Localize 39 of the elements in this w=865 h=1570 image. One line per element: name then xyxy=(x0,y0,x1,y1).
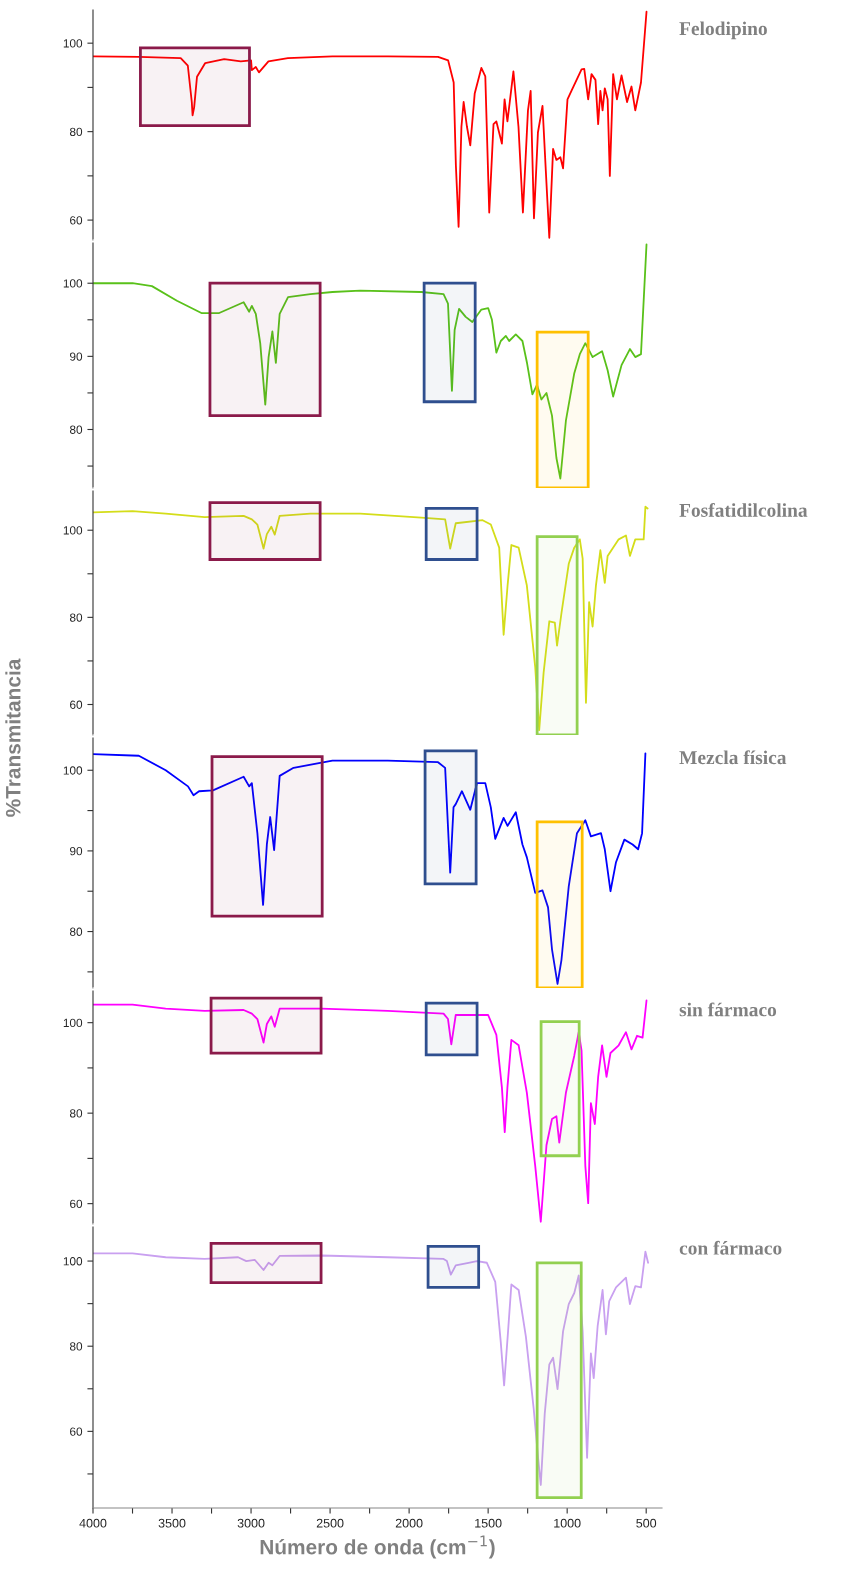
x-tick-label: 2500 xyxy=(316,1518,344,1528)
y-tick-label: 100 xyxy=(63,1018,83,1028)
y-tick-label: 60 xyxy=(70,1427,83,1436)
y-tick-label: 90 xyxy=(70,352,83,361)
y-tick-label: 80 xyxy=(69,127,83,137)
y-tick-label: 100 xyxy=(63,766,83,775)
series-label: con fármaco xyxy=(679,1240,782,1255)
line-series xyxy=(93,10,648,239)
x-tick-label: 1000 xyxy=(554,1518,581,1528)
x-tick-label: 1500 xyxy=(475,1518,502,1528)
y-tick-label: 80 xyxy=(69,613,83,622)
line-series xyxy=(93,505,649,732)
line-series xyxy=(93,999,648,1223)
series-label: Fosfatidilcolina xyxy=(679,503,808,517)
series-label: Mezcla física xyxy=(679,750,787,765)
x-axis-title: Número de onda (cm$^{−1}$) xyxy=(260,1535,495,1559)
y-tick-label: 80 xyxy=(69,1109,83,1118)
x-tick-label: 3000 xyxy=(237,1518,265,1528)
y-tick-label: 100 xyxy=(63,39,83,48)
y-tick-label: 100 xyxy=(63,1257,83,1266)
y-tick-label: 80 xyxy=(69,927,83,936)
line-series xyxy=(93,752,647,985)
y-tick-label: 60 xyxy=(70,700,83,709)
x-tick-label: 2000 xyxy=(395,1518,423,1528)
y-tick-label: 80 xyxy=(69,1342,83,1351)
x-tick-label: 500 xyxy=(636,1518,657,1528)
x-tick-label: 3500 xyxy=(158,1518,186,1528)
line-series xyxy=(93,1250,649,1486)
y-tick-label: 60 xyxy=(70,216,83,225)
series-label: Felodipino xyxy=(679,21,767,40)
y-tick-label: 80 xyxy=(69,425,83,434)
y-tick-label: 60 xyxy=(70,1199,83,1209)
y-tick-label: 100 xyxy=(63,279,83,288)
line-series xyxy=(93,243,648,480)
series-label: sin fármaco xyxy=(679,1002,777,1017)
y-axis-title: %Transmitancia xyxy=(5,658,21,817)
x-tick-label: 4000 xyxy=(79,1518,107,1528)
y-tick-label: 100 xyxy=(63,526,83,535)
y-tick-label: 90 xyxy=(70,846,83,856)
